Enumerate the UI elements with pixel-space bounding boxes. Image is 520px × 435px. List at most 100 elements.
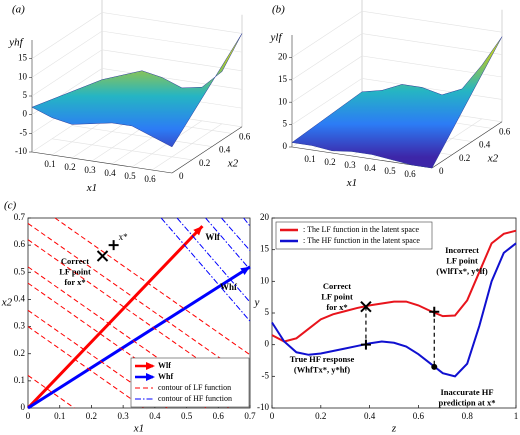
y-tick-label: 0.6 bbox=[239, 131, 251, 141]
annotation: (WhfTx*, y*hf) bbox=[294, 364, 350, 374]
x-tick-label: 0.6 bbox=[213, 411, 225, 421]
legend-label: Whf bbox=[158, 372, 173, 381]
z-axis-label: yhf bbox=[8, 37, 24, 49]
y-tick-label: 0.2 bbox=[14, 348, 25, 358]
vector-arrow bbox=[27, 265, 251, 410]
x-tick-label: 0.3 bbox=[344, 160, 356, 170]
x-tick-label: 0.6 bbox=[404, 169, 416, 179]
legend-label: : The HF function in the latent space bbox=[303, 236, 420, 245]
y-tick-label: 0.2 bbox=[459, 153, 470, 163]
line-series bbox=[271, 242, 517, 378]
annotation: for x* bbox=[326, 302, 347, 312]
x-tick-label: 0.6 bbox=[144, 174, 156, 184]
x-tick-label: 0.7 bbox=[244, 411, 256, 421]
x-tick-label: 0.2 bbox=[324, 157, 335, 167]
grid-line bbox=[51, 138, 193, 161]
y-tick-label: 0.4 bbox=[479, 140, 491, 150]
x-tick-label: 0 bbox=[270, 411, 275, 421]
grid-line bbox=[71, 125, 213, 147]
x-tick-label: 0.8 bbox=[462, 411, 474, 421]
point bbox=[431, 363, 438, 370]
legend-label: : The LF function in the latent space bbox=[303, 225, 419, 234]
y-axis-label: x2 bbox=[227, 157, 239, 169]
y-axis-label: x2 bbox=[1, 297, 13, 309]
surface bbox=[291, 36, 503, 169]
z-tick-label: 0 bbox=[283, 141, 288, 151]
annotation: Correct bbox=[61, 256, 89, 266]
y-tick-label: 0 bbox=[179, 171, 184, 181]
x-tick-label: 0.4 bbox=[364, 163, 376, 173]
grid-line bbox=[291, 33, 503, 81]
x-tick-label: 0.4 bbox=[104, 168, 116, 178]
z-tick-label: 5 bbox=[23, 90, 28, 100]
y-tick-label: 20 bbox=[260, 212, 270, 222]
annotation: Correct bbox=[323, 281, 351, 291]
x-tick-label: 0.2 bbox=[86, 411, 97, 421]
x-axis bbox=[31, 151, 173, 174]
z-tick-label: -10 bbox=[15, 146, 27, 156]
x-axis-label: x1 bbox=[86, 182, 97, 194]
z-axis-label: ylf bbox=[270, 32, 284, 44]
arrowhead bbox=[240, 266, 250, 276]
x-tick-label: 0.4 bbox=[149, 411, 161, 421]
grid-line bbox=[291, 55, 503, 103]
x-tick-label: 0.5 bbox=[384, 166, 396, 176]
y-axis-label: x2 bbox=[487, 152, 499, 164]
y-axis-label: y bbox=[254, 297, 260, 309]
y-tick-label: 0.7 bbox=[14, 212, 26, 222]
x-tick-label: 0.2 bbox=[64, 162, 75, 172]
legend-label: Wlf bbox=[158, 361, 171, 370]
z-tick-label: 10 bbox=[278, 96, 288, 106]
y-tick-label: 0.6 bbox=[499, 126, 511, 136]
annotation: (WlfTx*, y*lf) bbox=[436, 266, 488, 276]
x-tick-label: 0.1 bbox=[304, 154, 315, 164]
point-label: x* bbox=[119, 232, 129, 242]
y-tick-label: 0 bbox=[21, 402, 26, 412]
x-axis-label: x1 bbox=[133, 423, 144, 435]
x-axis-label: z bbox=[391, 423, 397, 435]
y-tick-label: 0.5 bbox=[14, 266, 26, 276]
y-tick-label: 0 bbox=[265, 339, 270, 349]
annotation: True HF response bbox=[290, 354, 355, 364]
x-axis bbox=[291, 146, 433, 169]
x-axis-label: x1 bbox=[346, 177, 357, 189]
y-tick-label: 5 bbox=[265, 307, 270, 317]
point bbox=[108, 240, 119, 251]
vector-label: Wlf bbox=[205, 232, 221, 242]
x-tick-label: 0.5 bbox=[181, 411, 193, 421]
line-series bbox=[271, 229, 517, 343]
annotation: for x* bbox=[64, 277, 85, 287]
point bbox=[360, 300, 372, 313]
vector-arrow bbox=[26, 225, 204, 410]
y-tick-label: -10 bbox=[257, 402, 269, 412]
grid-line bbox=[151, 123, 223, 171]
z-tick-label: 10 bbox=[18, 71, 28, 81]
z-tick-label: 0 bbox=[23, 109, 28, 119]
z-tick-label: 15 bbox=[278, 74, 288, 84]
vector-label: Whf bbox=[220, 282, 238, 292]
grid-line bbox=[31, 49, 243, 97]
z-tick-label: 15 bbox=[18, 53, 28, 63]
z-tick-label: -5 bbox=[20, 127, 28, 137]
y-tick-label: 0.4 bbox=[219, 145, 231, 155]
y-tick-label: 0.6 bbox=[14, 239, 26, 249]
y-tick-label: 0.4 bbox=[14, 293, 26, 303]
surface bbox=[31, 33, 243, 148]
contour-line bbox=[27, 217, 251, 409]
arrowhead bbox=[146, 373, 155, 381]
grid-line bbox=[31, 30, 243, 78]
y-tick-label: 0 bbox=[439, 166, 444, 176]
arrowhead bbox=[146, 362, 155, 370]
x-tick-label: 0.2 bbox=[315, 411, 326, 421]
x-tick-label: 0.6 bbox=[413, 411, 425, 421]
annotation: Incorrect bbox=[445, 245, 479, 255]
y-tick-label: 0.3 bbox=[14, 321, 26, 331]
grid-line bbox=[291, 10, 503, 58]
grid-line bbox=[31, 12, 243, 59]
y-tick-label: 0.2 bbox=[199, 158, 210, 168]
legend-label: contour of HF function bbox=[158, 394, 232, 403]
y-axis bbox=[431, 121, 503, 169]
arrowhead bbox=[193, 226, 203, 236]
